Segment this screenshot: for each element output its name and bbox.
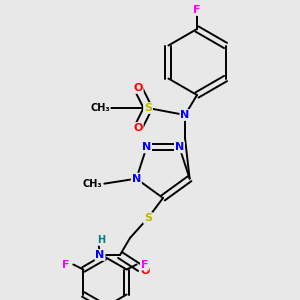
Text: O: O (133, 83, 143, 93)
Text: S: S (144, 213, 152, 223)
Text: O: O (140, 266, 150, 276)
Text: N: N (180, 110, 190, 120)
Text: N: N (175, 142, 184, 152)
Text: F: F (141, 260, 148, 269)
Text: F: F (193, 5, 201, 15)
Text: CH₃: CH₃ (90, 103, 110, 113)
Text: F: F (61, 260, 69, 269)
Text: CH₃: CH₃ (82, 179, 102, 189)
Text: N: N (132, 174, 141, 184)
Text: O: O (133, 123, 143, 133)
Text: N: N (142, 142, 151, 152)
Text: N: N (95, 250, 105, 260)
Text: H: H (97, 235, 105, 245)
Text: S: S (144, 103, 152, 113)
